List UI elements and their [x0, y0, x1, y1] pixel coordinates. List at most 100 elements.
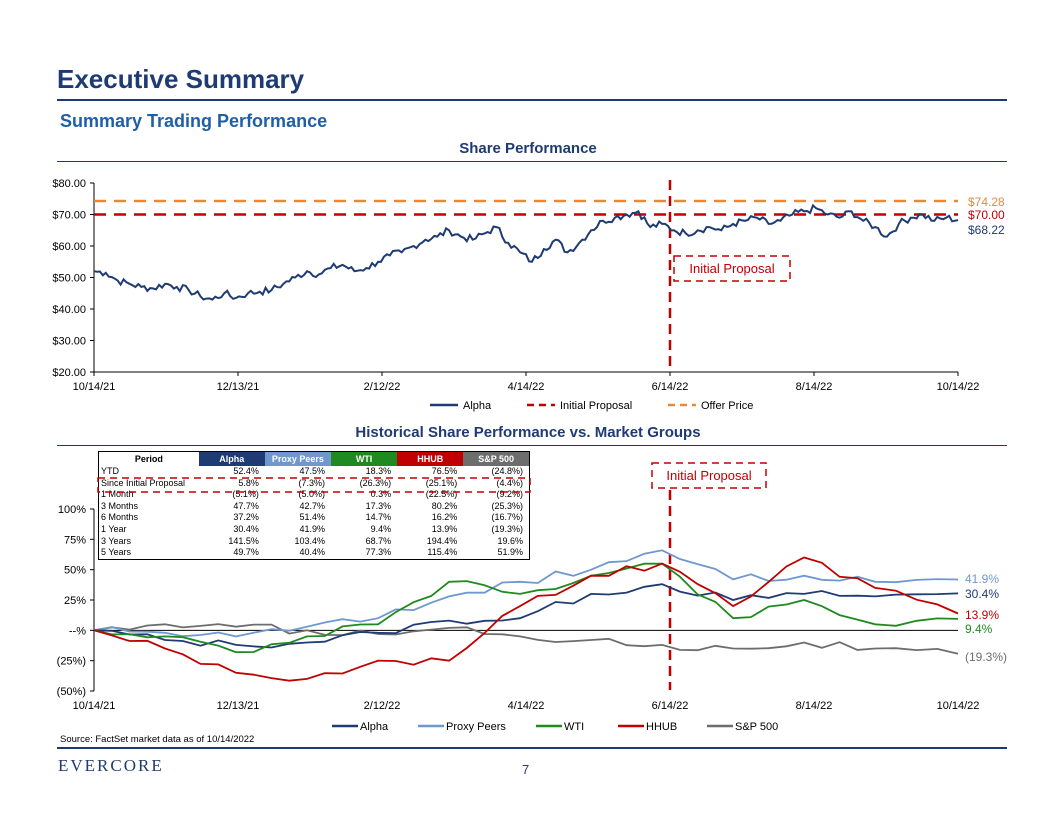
chart2-legend-label: WTI — [564, 721, 584, 733]
table-row: 3 Years 141.5% 103.4% 68.7% 194.4% 19.6% — [99, 536, 530, 548]
table-header-wti: WTI — [331, 451, 398, 466]
table-cell: (19.3%) — [491, 523, 523, 534]
chart1-x-tick-label: 10/14/22 — [937, 381, 980, 393]
table-cell: 16.2% — [431, 512, 458, 523]
chart2-end-label: 41.9% — [965, 572, 999, 586]
table-row: 6 Months 37.2% 51.4% 14.7% 16.2% (16.7%) — [99, 512, 530, 524]
table-cell: 68.7% — [365, 535, 392, 546]
table-cell: 103.4% — [294, 535, 325, 546]
series-wti-line — [93, 562, 959, 654]
table-cell: (22.5%) — [425, 489, 458, 500]
page-number: 7 — [522, 762, 530, 777]
table-header-hhub: HHUB — [397, 451, 464, 466]
table-cell: 47.7% — [233, 500, 259, 511]
chart2-title: Historical Share Performance vs. Market … — [355, 424, 701, 441]
table-row: YTD 52.4% 47.5% 18.3% 76.5% (24.8%) — [99, 466, 530, 478]
table-cell: (7.3%) — [298, 477, 325, 488]
chart2-annotation-box — [651, 462, 767, 489]
chart2-x-tick-label: 6/14/22 — [652, 700, 689, 712]
chart1-x-tick-label: 12/13/21 — [217, 381, 260, 393]
chart2-legend-label: HHUB — [646, 721, 677, 733]
table-cell: 42.7% — [299, 500, 325, 511]
series-proxy-peers-line — [93, 549, 959, 638]
chart1-x-tick-label: 10/14/21 — [73, 381, 116, 393]
chart2-title-rule — [57, 445, 1007, 446]
table-cell: 49.7% — [233, 547, 259, 558]
evercore-logo: EVERCORE — [58, 756, 164, 775]
table-row-label: Since Initial Proposal — [101, 477, 186, 488]
chart1-y-tick-label: $30.00 — [52, 336, 86, 348]
table-cell: (5.1%) — [232, 489, 259, 500]
table-row-label: YTD — [101, 466, 119, 476]
table-cell: (25.3%) — [491, 500, 523, 511]
table-cell: 13.9% — [431, 523, 458, 534]
table-cell: (24.8%) — [491, 466, 523, 476]
series-alpha-line — [93, 583, 959, 649]
table-cell: 9.4% — [370, 523, 392, 534]
chart2-y-tick-label: --% — [69, 625, 86, 637]
table-cell: 80.2% — [431, 500, 458, 511]
table-row-label: 3 Years — [101, 535, 132, 546]
table-cell: 51.4% — [299, 512, 325, 523]
chart2-x-tick-label: 10/14/21 — [73, 700, 116, 712]
table-cell: 30.4% — [233, 523, 259, 534]
chart2-legend-label: S&P 500 — [735, 721, 778, 733]
table-row: 1 Year 30.4% 41.9% 9.4% 13.9% (19.3%) — [99, 524, 530, 536]
table-cell: (5.0%) — [298, 489, 325, 500]
table-row-label: 3 Months — [101, 500, 139, 511]
chart2-y-tick-label: (50%) — [57, 686, 86, 698]
page-title: Executive Summary — [57, 64, 305, 94]
chart1-y-tick-label: $60.00 — [52, 241, 86, 253]
title-rule — [57, 99, 1007, 101]
table-cell: (16.7%) — [491, 512, 523, 523]
chart1-end-label: $70.00 — [968, 208, 1005, 222]
chart2-y-tick-label: (25%) — [57, 656, 86, 668]
series-hhub-line — [93, 556, 959, 682]
chart2-end-label: (19.3%) — [965, 650, 1007, 664]
chart1-legend-label: Initial Proposal — [560, 400, 632, 412]
chart1-title: Share Performance — [459, 140, 597, 157]
chart1-legend-label: Offer Price — [701, 400, 753, 412]
chart2-y-tick-label: 100% — [58, 504, 86, 516]
chart1-y-tick-label: $80.00 — [52, 178, 86, 190]
table-header-row: Period Alpha Proxy Peers WTI HHUB S&P 50… — [98, 451, 530, 466]
chart1-x-tick-label: 4/14/22 — [508, 381, 545, 393]
table-cell: (9.2%) — [496, 489, 523, 500]
table-row: 3 Months 47.7% 42.7% 17.3% 80.2% (25.3%) — [99, 501, 530, 513]
table-cell: 19.6% — [497, 535, 523, 546]
chart2-x-tick-label: 12/13/21 — [217, 700, 260, 712]
chart1-y-tick-label: $40.00 — [52, 304, 86, 316]
table-header-sp500: S&P 500 — [463, 451, 530, 466]
source-note: Source: FactSet market data as of 10/14/… — [60, 734, 255, 745]
table-cell: 5.8% — [238, 477, 259, 488]
table-cell: 76.5% — [431, 466, 458, 476]
chart1-y-tick-label: $50.00 — [52, 273, 86, 285]
table-cell: 17.3% — [365, 500, 392, 511]
initial-proposal-annotation-box — [673, 255, 791, 282]
chart2-x-tick-label: 2/12/22 — [364, 700, 401, 712]
table-cell: 41.9% — [299, 523, 325, 534]
chart2-x-tick-label: 4/14/22 — [508, 700, 545, 712]
chart2-y-tick-label: 50% — [64, 565, 86, 577]
table-cell: 194.4% — [426, 535, 458, 546]
chart1-title-rule — [57, 161, 1007, 162]
chart1-y-tick-label: $70.00 — [52, 210, 86, 222]
chart2-legend-label: Alpha — [360, 721, 389, 733]
table-cell: 141.5% — [228, 535, 259, 546]
chart1-x-tick-label: 8/14/22 — [796, 381, 833, 393]
chart2-initial-proposal-annotation: Initial Proposal — [666, 468, 751, 483]
table-row: 1 Month (5.1%) (5.0%) 0.3% (22.5%) (9.2%) — [99, 489, 530, 501]
chart1-y-tick-label: $20.00 — [52, 367, 86, 379]
chart2-end-label: 13.9% — [965, 608, 999, 622]
chart1-legend-label: Alpha — [463, 400, 492, 412]
table-header-alpha: Alpha — [198, 451, 265, 466]
chart2-x-tick-label: 10/14/22 — [937, 700, 980, 712]
chart2-legend-label: Proxy Peers — [446, 721, 506, 733]
table-cell: 47.5% — [299, 466, 325, 476]
table-row-label: 1 Year — [101, 523, 127, 534]
performance-table: Period Alpha Proxy Peers WTI HHUB S&P 50… — [98, 451, 530, 560]
table-row-label: 5 Years — [101, 547, 132, 558]
table-header-period: Period — [98, 451, 199, 466]
